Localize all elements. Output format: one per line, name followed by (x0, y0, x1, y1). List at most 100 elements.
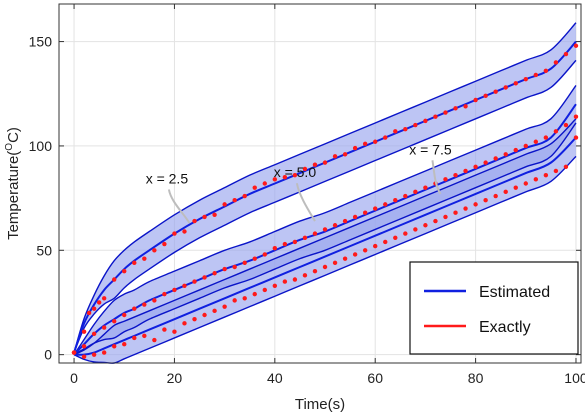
exact-point (71, 350, 77, 355)
exact-point (272, 246, 278, 251)
exact-point (573, 43, 579, 48)
exact-point (152, 248, 157, 253)
exact-point (483, 93, 488, 99)
exact-point (413, 227, 418, 232)
exact-point (362, 141, 368, 147)
exact-point (252, 185, 257, 190)
exact-point (352, 145, 358, 151)
exact-point (182, 321, 187, 326)
annotation-label: x = 7.5 (409, 141, 452, 157)
exact-point (212, 271, 217, 276)
exact-point (362, 248, 368, 253)
exact-point (142, 333, 147, 339)
exact-point (172, 329, 177, 334)
exact-point (242, 296, 247, 301)
exact-point (242, 260, 247, 266)
exact-point (473, 97, 478, 103)
exact-point (101, 325, 107, 330)
x-tick-label: 20 (167, 370, 183, 386)
exact-point (172, 231, 177, 236)
exact-point (222, 202, 227, 207)
exact-point (473, 164, 478, 170)
exact-point (322, 227, 328, 232)
exact-point (192, 218, 197, 224)
exact-point (212, 308, 217, 314)
exact-point (383, 135, 388, 140)
exact-point (383, 239, 388, 245)
exact-point (533, 139, 539, 144)
annotations: x = 2.5 x = 5.0 x = 7.5 (146, 141, 452, 224)
exact-point (162, 327, 167, 332)
exact-point (453, 210, 458, 215)
annotation-pointer (295, 183, 316, 222)
exact-point (463, 206, 468, 211)
annotation-label: x = 2.5 (146, 171, 189, 187)
legend: Estimated Exactly (409, 261, 579, 355)
exact-point (373, 243, 378, 249)
exact-point (262, 287, 267, 293)
exact-point (463, 168, 468, 174)
exact-point (493, 89, 498, 94)
band-2 (74, 85, 576, 355)
exact-point (352, 214, 358, 220)
exact-point (322, 160, 328, 165)
exact-point (112, 344, 117, 349)
exact-point (373, 206, 378, 211)
exact-point (262, 181, 267, 186)
exact-point (162, 241, 167, 247)
x-axis-title: Time(s) (295, 396, 345, 413)
exact-point (212, 212, 217, 218)
y-axis-title-tail: C) (5, 127, 22, 143)
exact-point (543, 135, 549, 140)
exact-point (282, 241, 288, 247)
exact-point (252, 291, 257, 297)
exact-point (573, 114, 579, 119)
plot-frame (58, 3, 582, 364)
y-tick-label: 0 (44, 347, 52, 363)
exact-point (423, 223, 428, 228)
exact-point (122, 312, 127, 318)
exact-point (292, 239, 298, 245)
exact-point (86, 310, 92, 316)
exact-point (101, 350, 107, 355)
exact-point (523, 143, 528, 149)
exact-point (272, 283, 278, 288)
exact-point (332, 154, 338, 159)
exact-point (342, 152, 348, 157)
lower-bound-line-2 (73, 122, 577, 356)
upper-bound-line-1 (73, 22, 577, 353)
exact-point (232, 264, 237, 270)
exact-point (463, 104, 468, 109)
exact-point (152, 298, 157, 303)
exact-point (493, 156, 498, 161)
exact-point (302, 235, 308, 240)
exact-point (403, 127, 408, 132)
exact-point (433, 114, 438, 119)
exact-point (192, 316, 197, 322)
exact-point (342, 256, 348, 261)
exact-point (362, 210, 368, 215)
exact-point (473, 202, 478, 207)
exact-point (553, 168, 559, 174)
exact-point (96, 300, 102, 305)
exact-point (523, 76, 528, 82)
exact-point (513, 81, 518, 86)
exact-point (122, 268, 127, 274)
lower-bound-line-1 (73, 59, 577, 353)
exact-point (423, 118, 428, 124)
exact-point (81, 329, 87, 334)
exact-point (322, 264, 328, 270)
exact-point (182, 229, 187, 234)
exact-point (292, 172, 298, 178)
exact-point (132, 306, 137, 311)
exact-point (393, 197, 398, 203)
exact-point (523, 181, 528, 186)
exact-point (553, 60, 559, 65)
exact-point (543, 172, 549, 178)
legend-label: Estimated (479, 284, 550, 301)
exact-point (483, 197, 488, 203)
legend-label: Exactly (479, 319, 531, 336)
exact-point (222, 304, 227, 309)
y-axis-title-main: Temperature( (5, 151, 22, 240)
